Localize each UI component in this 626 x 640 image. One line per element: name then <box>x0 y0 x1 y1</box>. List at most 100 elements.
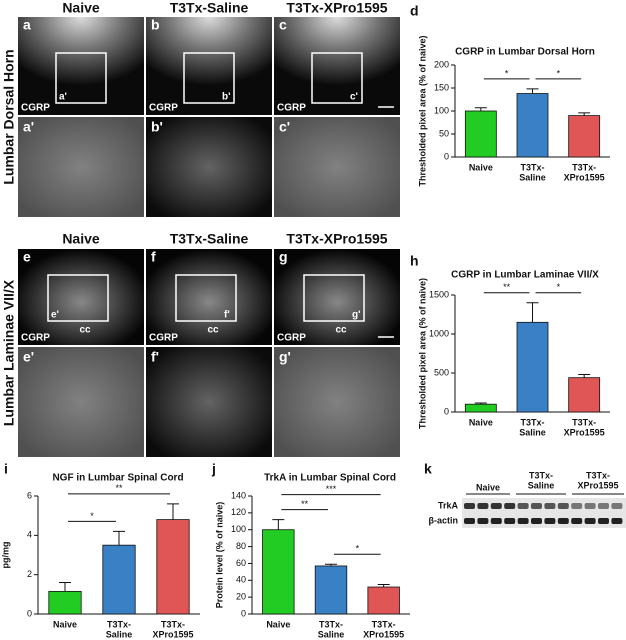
chart-title: CGRP in Lumbar Laminae VII/X <box>451 270 599 281</box>
blot-group-label: T3Tx- <box>529 470 553 480</box>
zoom-letter: a' <box>23 119 34 135</box>
error-bar <box>474 107 487 111</box>
blot-band <box>477 518 489 524</box>
blot-band <box>598 503 609 509</box>
blot-band <box>584 518 596 524</box>
panel-letter: j <box>211 461 216 477</box>
bar <box>516 93 549 158</box>
error-bar <box>377 584 390 588</box>
blot-band <box>531 503 542 509</box>
panel-letter: b <box>151 17 160 33</box>
error-bar <box>325 563 337 566</box>
micrograph <box>146 249 272 345</box>
chart-title: TrkA in Lumbar Spinal Cord <box>264 473 396 484</box>
blot-band <box>490 518 502 524</box>
blot-band <box>504 503 516 509</box>
zoom-letter: e' <box>23 349 34 365</box>
x-tick-label: T3Tx- <box>161 619 185 629</box>
zoom-letter: f' <box>151 349 159 365</box>
x-tick-label: T3Tx- <box>107 619 131 629</box>
inset-box <box>175 274 237 322</box>
panel-letter: k <box>424 461 432 477</box>
stain-label: CGRP <box>277 103 306 114</box>
x-tick-label: Naive <box>469 162 493 172</box>
y-tick-label: 1000 <box>429 328 449 338</box>
blot-band <box>557 518 569 524</box>
significance-label: * <box>557 282 561 292</box>
micrograph-zoom-base <box>18 117 144 217</box>
y-tick-label: 20 <box>236 592 246 602</box>
y-tick-label: 200 <box>434 59 449 69</box>
significance-label: * <box>505 68 509 78</box>
zoom-letter: b' <box>151 119 163 135</box>
blot-band <box>611 503 623 509</box>
bar <box>464 403 497 413</box>
column-header: Naive <box>62 0 100 16</box>
x-tick-label: Saline <box>106 629 133 639</box>
y-tick-label: 80 <box>236 541 246 551</box>
micrograph-zoom-base <box>274 117 400 217</box>
x-tick-label: XPro1595 <box>564 427 605 437</box>
panel-letter: i <box>4 461 8 477</box>
side-label: Lumbar Dorsal Horn <box>1 49 17 184</box>
micrograph <box>274 249 400 345</box>
error-bar <box>167 503 179 520</box>
panel-letter: c <box>279 17 287 33</box>
significance-label: ** <box>503 282 511 292</box>
bar <box>156 519 190 615</box>
x-tick-label: T3Tx- <box>520 162 544 172</box>
stain-label: CGRP <box>21 103 50 114</box>
x-tick-label: T3Tx- <box>572 417 596 427</box>
y-tick-label: 100 <box>434 105 449 115</box>
blot-band <box>598 518 609 524</box>
x-tick-label: XPro1595 <box>564 172 605 182</box>
error-bar <box>474 402 487 405</box>
micrograph-zoom <box>146 117 272 217</box>
panel-letter: e <box>23 249 31 265</box>
blot-band <box>571 503 583 509</box>
bar <box>464 110 497 158</box>
panel-letter: d <box>410 3 419 19</box>
micrograph <box>146 17 272 115</box>
bar <box>314 565 348 615</box>
micrograph-zoom <box>18 117 144 217</box>
bar <box>516 321 549 413</box>
error-bar <box>59 582 71 592</box>
blot-group-label: Saline <box>528 480 555 490</box>
significance-label: * <box>90 511 94 521</box>
y-tick-label: 140 <box>231 490 246 500</box>
column-header: T3Tx-XPro1595 <box>286 231 387 247</box>
blot-band <box>464 503 475 509</box>
y-tick-label: 0 <box>241 608 246 618</box>
blot-band <box>464 518 475 524</box>
micrograph-zoom-base <box>146 117 272 217</box>
landmark-label: cc <box>79 325 91 336</box>
micrograph-zoom-base <box>274 347 400 457</box>
blot-band <box>531 518 542 524</box>
micrograph-zoom <box>274 347 400 457</box>
blot-group-label: XPro1595 <box>577 480 618 490</box>
blot-band <box>557 503 569 509</box>
bar <box>102 544 136 615</box>
x-tick-label: T3Tx- <box>572 162 596 172</box>
column-header: T3Tx-XPro1595 <box>286 0 387 16</box>
panel-letter: g <box>279 249 288 265</box>
error-bar <box>113 530 125 546</box>
inset-label: f' <box>224 310 230 321</box>
blot-band <box>517 503 529 509</box>
y-tick-label: 150 <box>434 82 449 92</box>
y-tick-label: 100 <box>231 524 246 534</box>
micrograph-zoom <box>18 347 144 457</box>
zoom-letter: g' <box>279 349 291 365</box>
bar <box>367 586 400 615</box>
blot-band <box>584 503 596 509</box>
blot-band <box>490 503 502 509</box>
blot-row-label: β-actin <box>429 515 459 525</box>
micrograph-zoom <box>274 117 400 217</box>
inset-label: a' <box>59 92 67 103</box>
error-bar <box>526 88 539 94</box>
blot-band <box>477 503 489 509</box>
stain-label: CGRP <box>277 333 306 344</box>
y-tick-label: 500 <box>434 367 449 377</box>
